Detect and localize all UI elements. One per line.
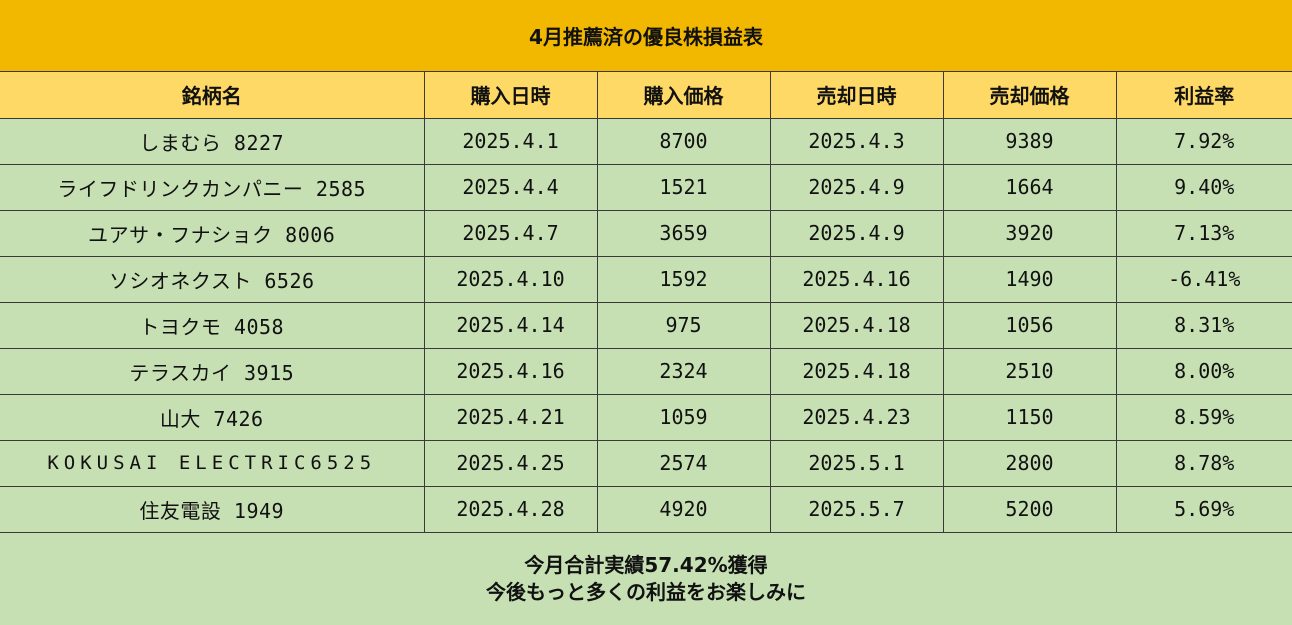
profit-rate-cell: 5.69%	[1115, 485, 1292, 533]
header-buy-date: 購入日時	[423, 72, 598, 119]
sell-date-cell: 2025.4.9	[769, 209, 944, 257]
stock-name-cell: トヨクモ 4058	[0, 301, 425, 349]
sell-date-cell: 2025.4.18	[769, 301, 944, 349]
sell-price-cell: 1664	[942, 163, 1117, 211]
profit-rate-cell: 9.40%	[1115, 163, 1292, 211]
sell-price-cell: 1150	[942, 393, 1117, 441]
sell-price-cell: 2510	[942, 347, 1117, 395]
table-row: テラスカイ 3915 2025.4.16 2324 2025.4.18 2510…	[0, 347, 1292, 395]
sell-price-cell: 1490	[942, 255, 1117, 303]
sell-price-cell: 3920	[942, 209, 1117, 257]
sell-date-cell: 2025.4.9	[769, 163, 944, 211]
stock-name-cell: ライフドリンクカンパニー 2585	[0, 163, 425, 211]
stock-name-cell: KOKUSAI ELECTRIC6525	[0, 439, 425, 487]
sell-price-cell: 5200	[942, 485, 1117, 533]
stock-name-cell: しまむら 8227	[0, 117, 425, 165]
sell-date-cell: 2025.4.18	[769, 347, 944, 395]
buy-date-cell: 2025.4.16	[423, 347, 598, 395]
buy-price-cell: 1059	[596, 393, 771, 441]
buy-price-cell: 4920	[596, 485, 771, 533]
buy-price-cell: 975	[596, 301, 771, 349]
header-sell-price: 売却価格	[942, 72, 1117, 119]
sell-price-cell: 2800	[942, 439, 1117, 487]
table-row: トヨクモ 4058 2025.4.14 975 2025.4.18 1056 8…	[0, 301, 1292, 349]
header-buy-price: 購入価格	[596, 72, 771, 119]
sell-price-cell: 9389	[942, 117, 1117, 165]
buy-date-cell: 2025.4.10	[423, 255, 598, 303]
summary-total-line: 今月合計実績57.42%獲得	[524, 553, 768, 577]
profit-table: 銘柄名 購入日時 購入価格 売却日時 売却価格 利益率 しまむら 8227 20…	[0, 72, 1292, 533]
buy-date-cell: 2025.4.4	[423, 163, 598, 211]
profit-rate-cell: -6.41%	[1115, 255, 1292, 303]
header-row: 銘柄名 購入日時 購入価格 売却日時 売却価格 利益率	[0, 72, 1292, 119]
header-stock-name: 銘柄名	[0, 72, 425, 119]
buy-price-cell: 1592	[596, 255, 771, 303]
summary-footer: 今月合計実績57.42%獲得 今後もっと多くの利益をお楽しみに	[0, 533, 1292, 625]
buy-price-cell: 1521	[596, 163, 771, 211]
table-row: 山大 7426 2025.4.21 1059 2025.4.23 1150 8.…	[0, 393, 1292, 441]
buy-price-cell: 3659	[596, 209, 771, 257]
table-row: ソシオネクスト 6526 2025.4.10 1592 2025.4.16 14…	[0, 255, 1292, 303]
sell-date-cell: 2025.4.3	[769, 117, 944, 165]
buy-date-cell: 2025.4.14	[423, 301, 598, 349]
sell-price-cell: 1056	[942, 301, 1117, 349]
table-row: 住友電設 1949 2025.4.28 4920 2025.5.7 5200 5…	[0, 485, 1292, 533]
table-row: KOKUSAI ELECTRIC6525 2025.4.25 2574 2025…	[0, 439, 1292, 487]
sell-date-cell: 2025.5.1	[769, 439, 944, 487]
stock-name-cell: 住友電設 1949	[0, 485, 425, 533]
buy-price-cell: 2324	[596, 347, 771, 395]
table-row: しまむら 8227 2025.4.1 8700 2025.4.3 9389 7.…	[0, 117, 1292, 165]
sheet-title: 4月推薦済の優良株損益表	[0, 0, 1292, 72]
header-profit-rate: 利益率	[1115, 72, 1292, 119]
profit-rate-cell: 8.31%	[1115, 301, 1292, 349]
profit-rate-cell: 7.92%	[1115, 117, 1292, 165]
buy-date-cell: 2025.4.28	[423, 485, 598, 533]
buy-date-cell: 2025.4.25	[423, 439, 598, 487]
profit-rate-cell: 8.59%	[1115, 393, 1292, 441]
sell-date-cell: 2025.4.16	[769, 255, 944, 303]
stock-name-cell: ソシオネクスト 6526	[0, 255, 425, 303]
stock-name-cell: ユアサ・フナショク 8006	[0, 209, 425, 257]
profit-rate-cell: 8.78%	[1115, 439, 1292, 487]
profit-rate-cell: 8.00%	[1115, 347, 1292, 395]
header-sell-date: 売却日時	[769, 72, 944, 119]
buy-date-cell: 2025.4.1	[423, 117, 598, 165]
sell-date-cell: 2025.4.23	[769, 393, 944, 441]
table-row: ユアサ・フナショク 8006 2025.4.7 3659 2025.4.9 39…	[0, 209, 1292, 257]
buy-date-cell: 2025.4.7	[423, 209, 598, 257]
stock-name-cell: テラスカイ 3915	[0, 347, 425, 395]
buy-date-cell: 2025.4.21	[423, 393, 598, 441]
sell-date-cell: 2025.5.7	[769, 485, 944, 533]
stock-name-cell: 山大 7426	[0, 393, 425, 441]
buy-price-cell: 8700	[596, 117, 771, 165]
summary-message-line: 今後もっと多くの利益をお楽しみに	[486, 580, 806, 604]
buy-price-cell: 2574	[596, 439, 771, 487]
profit-rate-cell: 7.13%	[1115, 209, 1292, 257]
table-row: ライフドリンクカンパニー 2585 2025.4.4 1521 2025.4.9…	[0, 163, 1292, 211]
